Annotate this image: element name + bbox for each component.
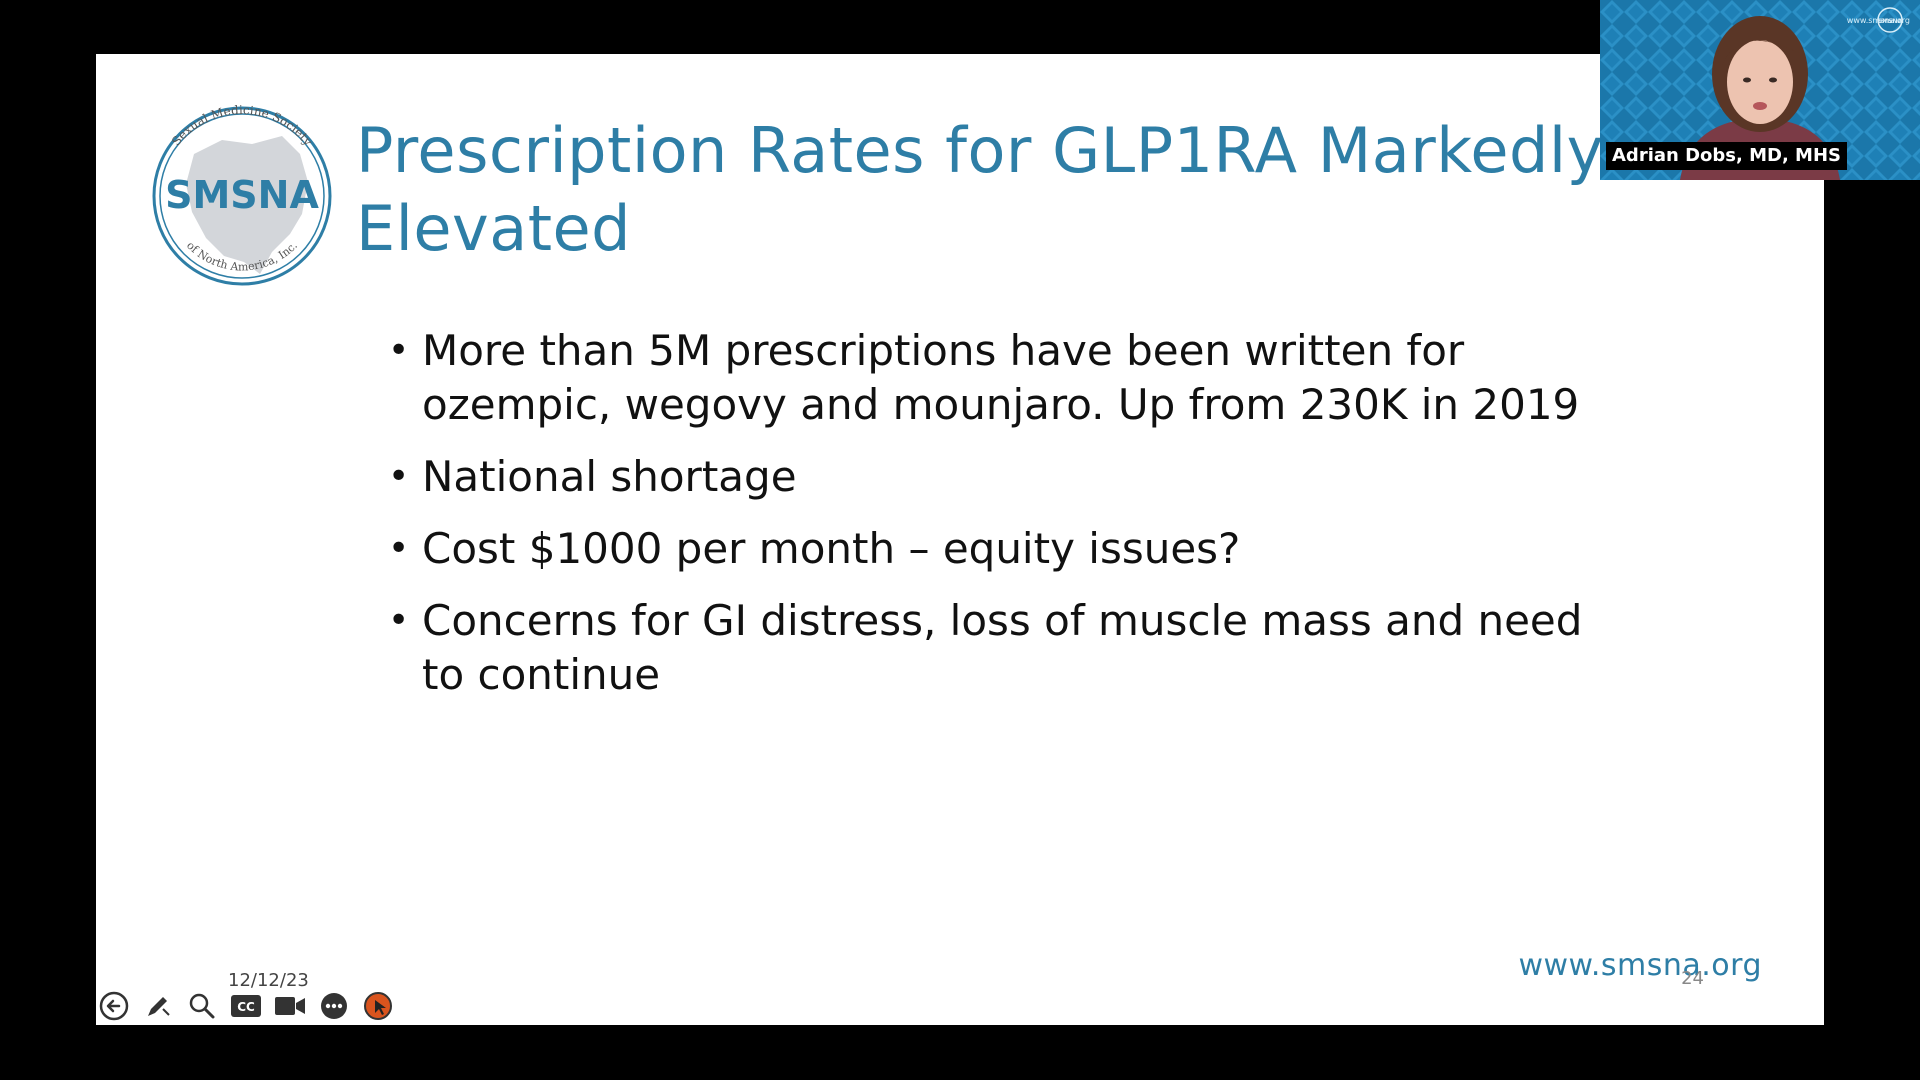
bullet-dot-icon: • — [388, 528, 410, 569]
pen-button[interactable] — [142, 990, 174, 1022]
bullet-text: Concerns for GI distress, loss of muscle… — [422, 596, 1583, 699]
bullet-item: • More than 5M prescriptions have been wr… — [388, 324, 1588, 432]
bullet-dot-icon: • — [388, 456, 410, 497]
tile-logo-text: SMSNA — [1878, 18, 1903, 25]
speaker-name-label: Adrian Dobs, MD, MHS — [1606, 142, 1847, 170]
bullet-text: More than 5M prescriptions have been wri… — [422, 326, 1580, 429]
end-show-button[interactable] — [362, 990, 394, 1022]
more-options-button[interactable] — [318, 990, 350, 1022]
pen-icon — [148, 997, 170, 1016]
zoom-icon — [189, 993, 215, 1019]
bullet-dot-icon: • — [388, 330, 410, 371]
presentation-toolbar: CC — [98, 990, 394, 1022]
slide: SMSNA Sexual Medicine Society of North A… — [96, 54, 1824, 1025]
svg-text:CC: CC — [237, 1000, 255, 1014]
more-icon — [321, 993, 347, 1019]
camera-icon — [275, 997, 305, 1015]
speaker-video-tile[interactable]: SMSNA www.smsna.org Adrian Dobs, MD, MHS — [1600, 0, 1920, 180]
logo-top-text: Sexual Medicine Society — [169, 103, 315, 149]
slide-date: 12/12/23 — [228, 970, 309, 991]
zoom-button[interactable] — [186, 990, 218, 1022]
bullet-item: • Concerns for GI distress, loss of muscl… — [388, 594, 1588, 702]
slide-title: Prescription Rates for GLP1RA Markedly E… — [356, 114, 1604, 265]
end-icon — [364, 992, 392, 1020]
camera-button[interactable] — [274, 990, 306, 1022]
smsna-logo: SMSNA Sexual Medicine Society of North A… — [152, 103, 332, 286]
bullet-item: • Cost $1000 per month – equity issues? — [388, 522, 1588, 576]
cc-icon: CC — [231, 995, 261, 1017]
logo-center-text: SMSNA — [165, 173, 319, 217]
back-button[interactable] — [98, 990, 130, 1022]
bullet-item: • National shortage — [388, 450, 1588, 504]
bullet-text: Cost $1000 per month – equity issues? — [422, 524, 1241, 573]
bullet-list: • More than 5M prescriptions have been wr… — [388, 324, 1588, 720]
back-icon — [99, 991, 129, 1021]
tile-url: www.smsna.org — [1846, 16, 1910, 25]
captions-button[interactable]: CC — [230, 990, 262, 1022]
bullet-text: National shortage — [422, 452, 797, 501]
svg-text:Sexual Medicine Society: Sexual Medicine Society — [169, 103, 315, 149]
bullet-dot-icon: • — [388, 600, 410, 641]
footer-url: www.smsna.org — [1518, 948, 1762, 983]
slide-number: 24 — [1681, 968, 1704, 989]
